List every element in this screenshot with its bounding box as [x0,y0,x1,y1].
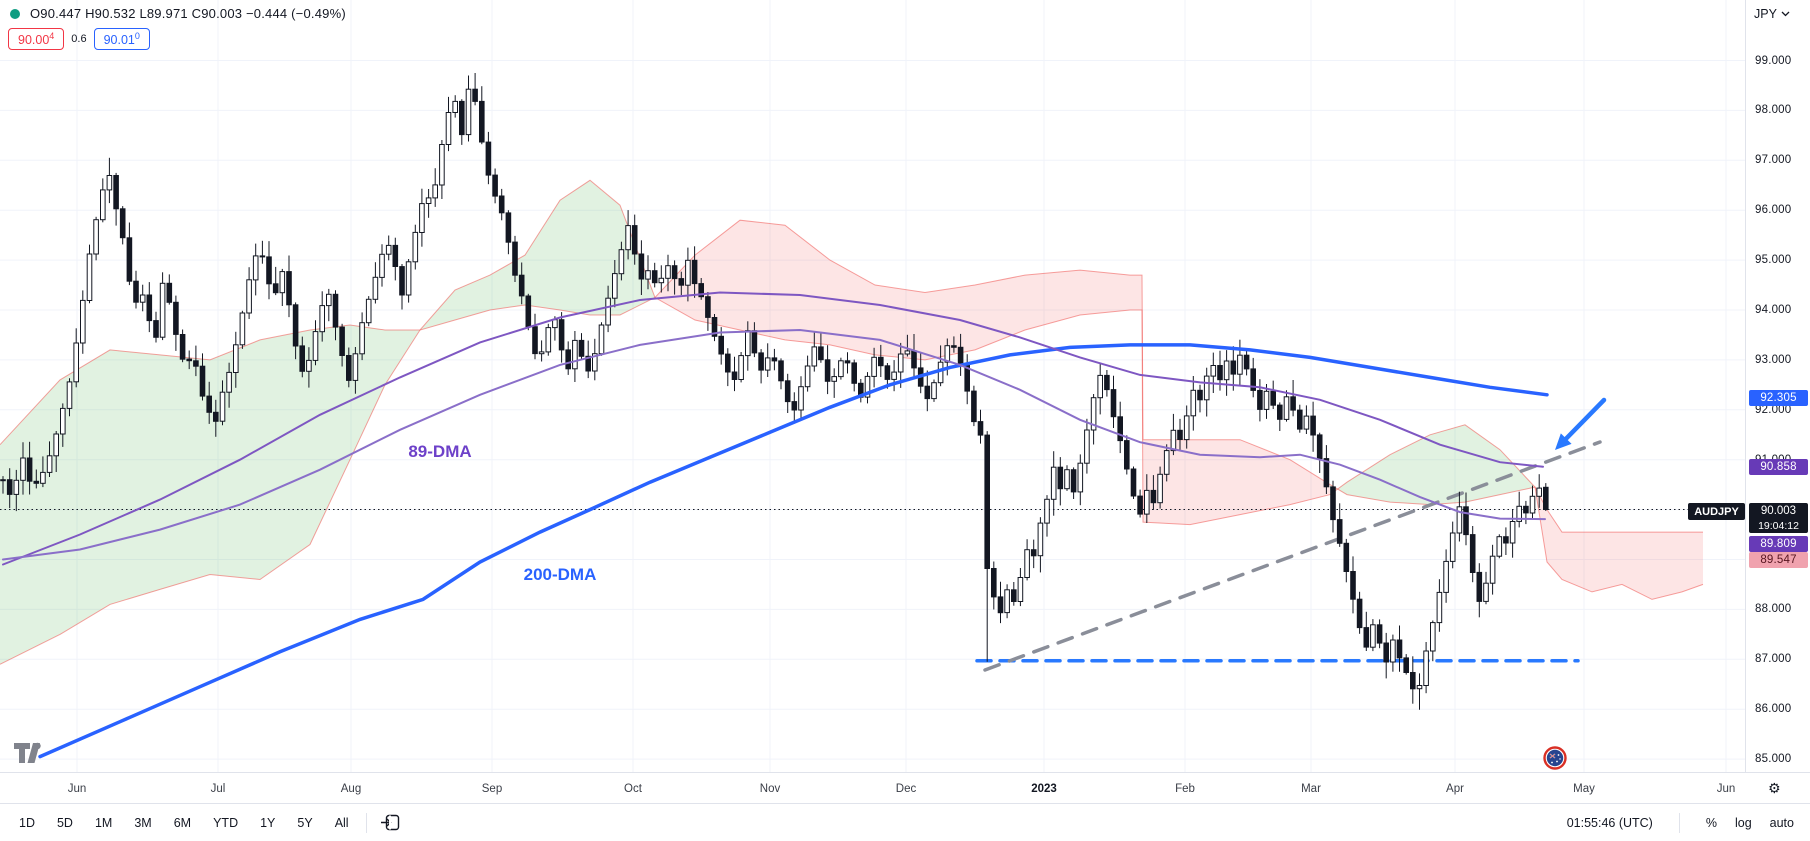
month-label: Apr [1446,782,1464,795]
month-label: Feb [1175,782,1195,795]
toolbar-right-cluster: 01:55:46 (UTC) % log auto [1566,812,1810,833]
price-tick-label: 95.000 [1755,254,1792,267]
range-button-5d[interactable]: 5D [56,815,73,830]
month-label: Jun [1716,782,1736,795]
price-tick-label: 94.000 [1755,304,1792,316]
month-label: Sep [481,782,503,795]
range-button-5y[interactable]: 5Y [297,815,313,830]
log-scale-button[interactable]: log [1734,815,1752,830]
last-price-countdown-badge: 90.003 19:04:12 [1749,503,1808,533]
month-label: Jun [67,782,87,795]
spread-value: 0.6 [71,33,87,46]
bar-close-countdown: 19:04:12 [1758,520,1799,532]
currency-unit-selector[interactable]: JPY [1754,7,1790,21]
price-tick-label: 87.000 [1755,653,1792,666]
price-axis[interactable]: JPY 99.000 98.000 97.000 96.000 95.000 94.000… [1745,0,1810,772]
ma200-value-badge: 92.305 [1749,390,1808,406]
month-label: Dec [895,782,917,795]
price-tick-label: 86.000 [1755,703,1792,716]
sell-bid-button[interactable]: 90.004 [8,28,65,51]
month-label: Oct [624,782,642,795]
range-button-1m[interactable]: 1M [94,815,113,830]
market-status-dot [10,8,20,19]
buy-ask-button[interactable]: 90.010 [93,28,150,51]
ohlc-legend: O90.447 H90.532 L89.971 C90.003 −0.444 (… [10,6,346,21]
tradingview-logo[interactable] [12,740,48,771]
month-label: Nov [759,782,781,795]
symbol-price-line-label: AUDJPY [1688,503,1745,520]
annotation-label-200dma[interactable]: 200-DMA [523,565,597,584]
currency-unit-label: JPY [1754,7,1777,21]
clock-utc[interactable]: 01:55:46 (UTC) [1566,815,1653,830]
annotation-label-89dma[interactable]: 89-DMA [408,442,472,461]
range-button-1d[interactable]: 1D [19,815,35,830]
last-price-value: 90.003 [1760,505,1797,517]
ohlc-values: O90.447 H90.532 L89.971 C90.003 −0.444 (… [30,6,346,21]
axis-settings-gear-icon[interactable]: ⚙ [1768,780,1781,796]
toolbar-divider [365,812,367,833]
price-tick-label: 99.000 [1755,54,1792,67]
go-to-date-button[interactable] [375,812,406,833]
month-label: Mar [1301,782,1321,795]
cloud-value-badge: 89.547 [1749,552,1808,568]
auto-scale-button[interactable]: auto [1769,815,1794,830]
month-label: May [1573,782,1595,795]
range-button-ytd[interactable]: YTD [213,815,239,830]
price-tick-label: 92.000 [1755,403,1792,416]
chevron-down-icon [1781,11,1790,17]
toolbar-divider [1678,812,1680,833]
baseline-value-badge: 89.809 [1749,536,1808,552]
range-button-3m[interactable]: 3M [134,815,152,830]
date-range-switcher: 1D 5D 1M 3M 6M YTD 1Y 5Y All [0,813,358,833]
price-tick-label: 98.000 [1755,104,1792,117]
month-label: Jul [210,782,226,795]
year-label: 2023 [1031,782,1057,795]
time-axis[interactable]: ⚙ Jun Jul Aug Sep Oct Nov Dec 2023 Feb Mar Apr May J… [0,772,1810,804]
bid-ask-row: 90.004 0.6 90.010 [8,28,150,51]
price-tick-label: 85.000 [1755,753,1792,766]
range-button-6m[interactable]: 6M [173,815,192,830]
price-tick-label: 88.000 [1755,603,1792,616]
chart-pane: O90.447 H90.532 L89.971 C90.003 −0.444 (… [0,0,1745,772]
economic-event-flag-icon[interactable] [1543,746,1567,772]
price-tick-label: 93.000 [1755,353,1792,366]
ma89-value-badge: 90.858 [1749,459,1808,475]
price-chart-canvas[interactable] [0,0,1745,772]
price-tick-label: 96.000 [1755,204,1792,217]
range-button-1y[interactable]: 1Y [260,815,276,830]
go-to-date-icon [380,814,399,831]
bottom-toolbar: 1D 5D 1M 3M 6M YTD 1Y 5Y All 01:55:46 (UTC) % lo… [0,803,1810,841]
percent-scale-button[interactable]: % [1705,815,1717,830]
month-label: Aug [340,782,362,795]
range-button-all[interactable]: All [334,815,349,830]
price-tick-label: 97.000 [1755,154,1792,167]
